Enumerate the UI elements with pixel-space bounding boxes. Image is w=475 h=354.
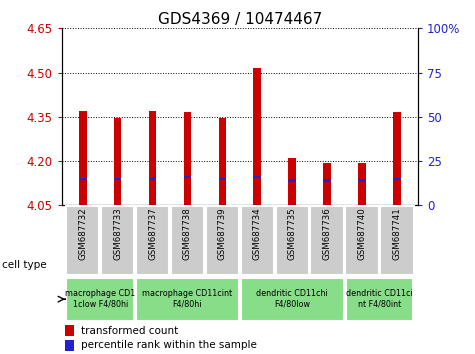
Bar [136,206,169,275]
Bar [184,176,191,178]
Bar [288,179,296,182]
Text: cell type: cell type [2,261,47,270]
Text: macrophage CD1
1clow F4/80hi: macrophage CD1 1clow F4/80hi [65,290,135,309]
Bar [358,162,366,205]
Text: GSM687738: GSM687738 [183,207,192,260]
Bar [114,118,122,205]
Text: GSM687741: GSM687741 [392,207,401,260]
Bar [101,206,134,275]
Text: GSM687735: GSM687735 [288,207,297,260]
Bar [218,178,226,180]
Bar [66,278,134,321]
Bar [254,68,261,205]
Bar [276,206,309,275]
Bar [358,179,366,182]
Bar [149,111,156,205]
Text: percentile rank within the sample: percentile rank within the sample [81,341,257,350]
Bar [311,206,344,275]
Bar [240,206,274,275]
Text: GSM687733: GSM687733 [113,207,122,260]
Text: GSM687737: GSM687737 [148,207,157,260]
Bar [393,112,401,205]
Text: GSM687732: GSM687732 [78,207,87,260]
Bar [380,206,414,275]
Bar [184,112,191,205]
Text: GSM687736: GSM687736 [323,207,332,260]
Bar [65,340,74,351]
Bar [393,178,401,180]
Bar [323,162,331,205]
Text: dendritic CD11chi
F4/80low: dendritic CD11chi F4/80low [256,290,328,309]
Bar [345,206,379,275]
Bar [241,278,343,321]
Text: transformed count: transformed count [81,326,179,336]
Bar [136,278,239,321]
Bar [65,325,74,336]
Bar [79,178,86,180]
Text: GSM687734: GSM687734 [253,207,262,260]
Bar [66,206,99,275]
Text: macrophage CD11cint
F4/80hi: macrophage CD11cint F4/80hi [142,290,233,309]
Title: GDS4369 / 10474467: GDS4369 / 10474467 [158,12,322,27]
Bar [218,118,226,205]
Bar [288,158,296,205]
Bar [114,178,122,180]
Bar [323,179,331,182]
Bar [254,176,261,178]
Text: GSM687740: GSM687740 [358,207,367,260]
Bar [79,111,86,205]
Text: dendritic CD11ci
nt F4/80int: dendritic CD11ci nt F4/80int [346,290,413,309]
Bar [346,278,413,321]
Text: GSM687739: GSM687739 [218,207,227,260]
Bar [171,206,204,275]
Bar [149,178,156,180]
Bar [206,206,239,275]
